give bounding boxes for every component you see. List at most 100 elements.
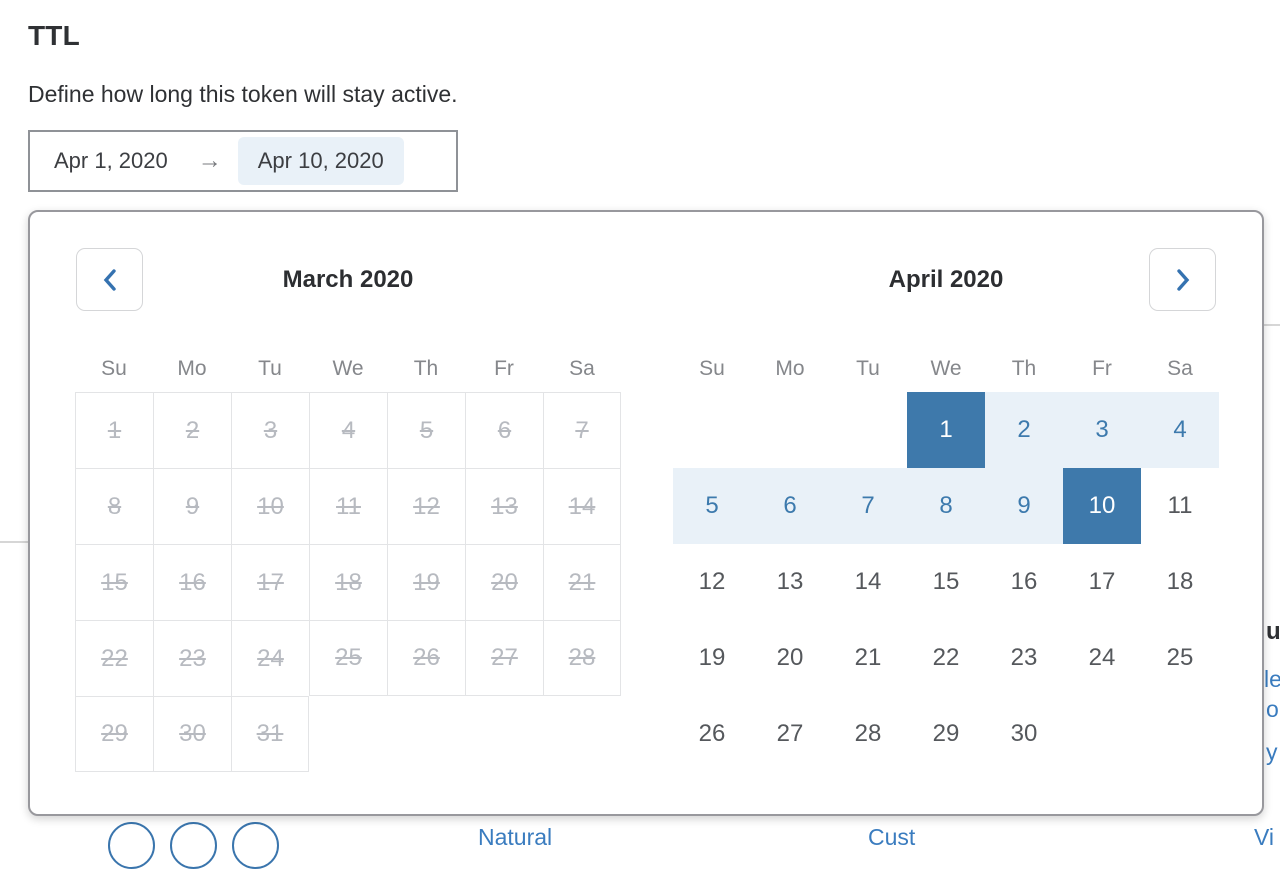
weekday-header-row: Su Mo Tu We Th Fr Sa [75,354,621,384]
day-cell-april-29[interactable]: 29 [932,720,960,747]
empty-cell [543,696,621,772]
day-cell-april-9[interactable]: 9 [985,468,1063,544]
weekday-label-mo: Mo [177,357,207,380]
day-cell-march-3: 3 [231,392,309,468]
next-month-button[interactable] [1149,248,1216,311]
date-range-picker-popup: March 2020 Su Mo Tu We Th Fr Sa 1 2 3 4 5 6 7 8 9 10 11 1… [28,210,1264,816]
start-date-value[interactable]: Apr 1, 2020 [54,148,168,173]
background-link-fragment[interactable]: o [1266,696,1279,722]
arrow-right-icon: → [197,147,222,174]
day-cell-april-8[interactable]: 8 [907,468,985,544]
day-cell-april-21[interactable]: 21 [854,644,882,671]
background-circle-button[interactable] [108,822,155,869]
background-link-natural[interactable]: Natural [478,824,553,850]
background-divider-left [0,541,29,543]
day-cell-march-26: 26 [387,620,465,696]
day-cell-april-1[interactable]: 1 [907,392,985,468]
end-date-value[interactable]: Apr 10, 2020 [237,137,404,185]
day-cell-march-22: 22 [75,620,153,696]
empty-cell [673,392,751,468]
empty-cell [1063,696,1141,772]
month-title: April 2020 [888,266,1004,293]
day-cell-march-15: 15 [75,544,153,620]
weekday-label-mo: Mo [775,357,805,380]
day-cell-april-25[interactable]: 25 [1166,644,1194,671]
day-cell-april-4[interactable]: 4 [1141,392,1219,468]
day-cell-march-4: 4 [309,392,387,468]
month-april-2020: April 2020 Su Mo Tu We Th Fr Sa 1 2 3 4 5 6 7 8 9 10 11 1… [673,248,1219,772]
day-cell-april-5[interactable]: 5 [673,468,751,544]
day-cell-april-20[interactable]: 20 [776,644,804,671]
day-cell-march-24: 24 [231,620,309,696]
weekday-label-su: Su [699,357,725,380]
day-cell-april-13[interactable]: 13 [776,568,804,595]
day-cell-march-29: 29 [75,696,153,772]
day-cell-april-12[interactable]: 12 [698,568,726,595]
day-cell-april-3[interactable]: 3 [1063,392,1141,468]
date-range-input[interactable]: Apr 1, 2020 → Apr 10, 2020 [28,130,458,192]
day-cell-march-7: 7 [543,392,621,468]
prev-month-button[interactable] [76,248,143,311]
day-cell-march-9: 9 [153,468,231,544]
background-link-fragment[interactable]: le [1264,666,1280,692]
day-cell-april-16[interactable]: 16 [1010,568,1038,595]
day-cell-april-28[interactable]: 28 [854,720,882,747]
weekday-label-tu: Tu [258,357,282,380]
day-cell-march-10: 10 [231,468,309,544]
empty-cell [751,392,829,468]
day-cell-april-22[interactable]: 22 [932,644,960,671]
day-cell-april-7[interactable]: 7 [829,468,907,544]
background-circle-button[interactable] [232,822,279,869]
day-cell-march-30: 30 [153,696,231,772]
empty-cell [309,696,387,772]
day-cell-march-25: 25 [309,620,387,696]
day-cell-march-6: 6 [465,392,543,468]
background-divider-right [1263,324,1280,326]
weekday-header-row: Su Mo Tu We Th Fr Sa [673,354,1219,384]
empty-cell [465,696,543,772]
empty-cell [1141,696,1219,772]
weekday-label-fr: Fr [494,357,514,380]
day-cell-april-30[interactable]: 30 [1010,720,1038,747]
day-cell-april-17[interactable]: 17 [1088,568,1116,595]
day-cell-april-19[interactable]: 19 [698,644,726,671]
weekday-label-we: We [930,357,962,380]
weekday-label-sa: Sa [1167,357,1193,380]
day-cell-april-18[interactable]: 18 [1166,568,1194,595]
background-link-custom[interactable]: Cust [868,824,916,850]
month-title: March 2020 [282,266,414,293]
day-cell-april-14[interactable]: 14 [854,568,882,595]
day-cell-march-17: 17 [231,544,309,620]
weekday-label-we: We [332,357,364,380]
day-cell-march-28: 28 [543,620,621,696]
weekday-label-su: Su [101,357,127,380]
day-cell-april-24[interactable]: 24 [1088,644,1116,671]
month-march-2020: March 2020 Su Mo Tu We Th Fr Sa 1 2 3 4 5 6 7 8 9 10 11 1… [75,248,621,772]
page-title: TTL [28,20,80,51]
day-cell-april-11[interactable]: 11 [1167,492,1193,519]
day-cell-april-2[interactable]: 2 [985,392,1063,468]
day-cell-march-1: 1 [75,392,153,468]
background-circle-button[interactable] [170,822,217,869]
day-cell-april-26[interactable]: 26 [698,720,726,747]
chevron-left-icon [102,268,118,292]
day-cell-march-21: 21 [543,544,621,620]
day-cell-march-19: 19 [387,544,465,620]
day-cell-april-15[interactable]: 15 [932,568,960,595]
day-cell-april-6[interactable]: 6 [751,468,829,544]
day-cell-april-23[interactable]: 23 [1010,644,1038,671]
background-link-fragment[interactable]: y [1266,739,1278,765]
day-cell-march-8: 8 [75,468,153,544]
day-cell-april-27[interactable]: 27 [776,720,804,747]
day-cell-april-10[interactable]: 10 [1063,468,1141,544]
day-cell-march-16: 16 [153,544,231,620]
weekday-label-th: Th [413,357,439,380]
day-cell-march-20: 20 [465,544,543,620]
background-link-view[interactable]: Vi [1254,824,1275,850]
day-cell-march-23: 23 [153,620,231,696]
weekday-label-th: Th [1011,357,1037,380]
day-cell-march-27: 27 [465,620,543,696]
chevron-right-icon [1175,268,1191,292]
weekday-label-fr: Fr [1092,357,1112,380]
weekday-label-sa: Sa [569,357,595,380]
